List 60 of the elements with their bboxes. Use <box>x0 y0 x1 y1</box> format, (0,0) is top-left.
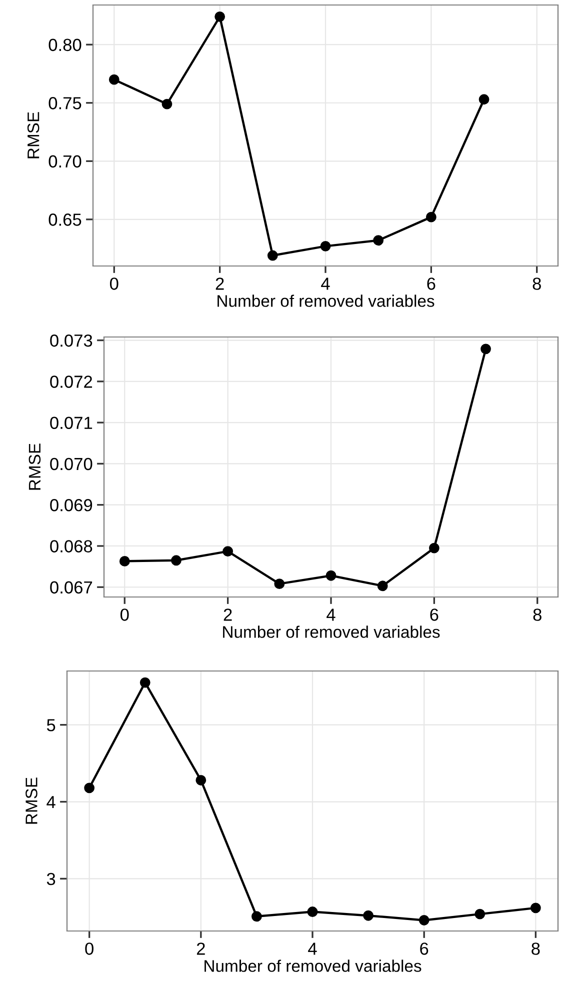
point <box>418 915 430 926</box>
point <box>530 902 541 914</box>
point <box>480 344 491 354</box>
x-tick-label: 8 <box>532 278 541 290</box>
point <box>196 775 206 786</box>
y-tick-label: 0.073 <box>50 334 92 347</box>
x-tick-label: 4 <box>308 942 317 955</box>
y-axis-title: RMSE <box>28 444 41 490</box>
x-tick-label: 8 <box>532 942 540 955</box>
y-tick-label: 0.75 <box>48 97 82 110</box>
x-tick-label: 4 <box>326 608 336 621</box>
y-tick-label: 0.80 <box>48 38 82 52</box>
x-axis-title: Number of removed variables <box>223 626 440 638</box>
point <box>222 546 234 557</box>
x-tick-label: 6 <box>420 942 428 955</box>
y-axis-title: RMSE <box>26 778 38 824</box>
point <box>373 235 384 246</box>
y-tick-label: 0.067 <box>50 581 92 594</box>
point <box>426 212 436 222</box>
point <box>478 94 490 105</box>
y-tick-label: 3 <box>46 872 56 886</box>
x-tick-label: 8 <box>533 608 542 621</box>
y-tick-label: 0.070 <box>50 458 92 470</box>
point <box>214 11 226 22</box>
point <box>307 906 318 917</box>
point <box>428 542 440 554</box>
point <box>251 911 262 922</box>
point <box>474 908 486 920</box>
x-tick-label: 2 <box>216 278 224 290</box>
y-tick-label: 4 <box>46 796 56 808</box>
x-axis-title: Number of removed variables <box>218 294 434 307</box>
point <box>140 677 150 688</box>
x-tick-label: 0 <box>120 608 129 621</box>
y-tick-label: 0.65 <box>48 214 82 226</box>
y-tick-label: 0.069 <box>50 499 92 512</box>
y-tick-label: 0.70 <box>48 155 82 168</box>
y-tick-label: 0.068 <box>50 540 92 552</box>
y-axis-title: RMSE <box>27 112 40 158</box>
y-tick-label: 0.071 <box>50 416 92 430</box>
point <box>363 910 374 921</box>
point <box>171 555 182 566</box>
x-tick-label: 4 <box>321 278 330 290</box>
point <box>162 98 172 110</box>
point <box>320 240 331 252</box>
y-tick-label: 5 <box>46 719 56 732</box>
point <box>119 556 130 566</box>
y-tick-label: 0.072 <box>50 376 92 388</box>
x-tick-label: 6 <box>430 608 438 621</box>
x-tick-label: 0 <box>85 942 94 955</box>
point <box>84 782 95 794</box>
point <box>326 570 336 581</box>
x-tick-label: 2 <box>196 942 205 955</box>
x-tick-label: 2 <box>224 608 232 621</box>
point <box>108 74 120 85</box>
x-tick-label: 6 <box>427 278 436 290</box>
point <box>377 580 388 592</box>
point <box>267 250 278 261</box>
x-axis-title: Number of removed variables <box>204 960 422 972</box>
point <box>274 578 285 590</box>
x-tick-label: 0 <box>110 278 118 290</box>
